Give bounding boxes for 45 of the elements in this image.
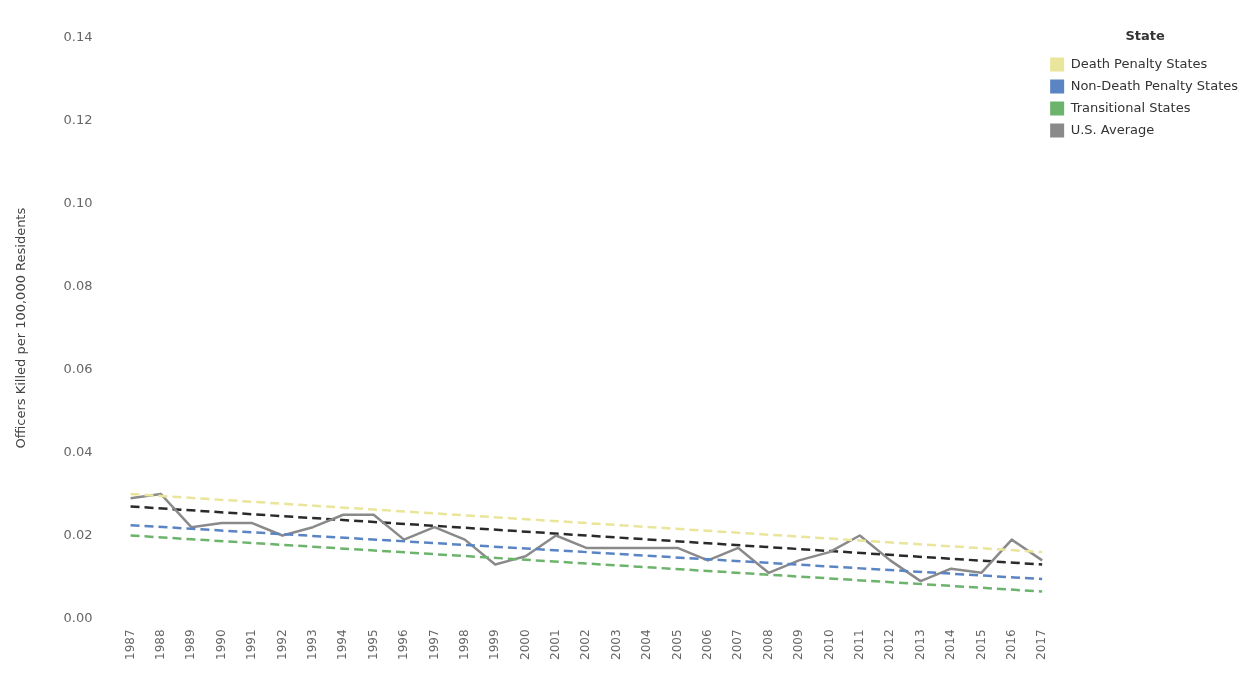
legend-label: Death Penalty States <box>1070 55 1208 71</box>
x-tick-label: 1991 <box>244 629 259 661</box>
x-tick-label: 2010 <box>821 629 836 661</box>
x-tick-label: 2005 <box>669 629 684 661</box>
x-tick-label: 1997 <box>426 629 441 661</box>
x-tick-label: 1994 <box>335 629 350 661</box>
legend-label: Transitional States <box>1069 99 1191 115</box>
x-tick-label: 1988 <box>153 629 168 661</box>
y-tick-label: 0.06 <box>63 360 93 376</box>
x-tick-label: 2007 <box>730 629 745 661</box>
y-tick-label: 0.02 <box>63 526 93 542</box>
x-tick-label: 2017 <box>1034 629 1049 661</box>
x-tick-label: 2008 <box>760 629 775 661</box>
x-tick-label: 1990 <box>213 629 228 661</box>
y-tick-label: 0.04 <box>63 443 93 459</box>
y-tick-label: 0.14 <box>63 29 93 45</box>
x-tick-label: 2003 <box>608 629 623 661</box>
x-tick-label: 2014 <box>943 629 958 661</box>
y-tick-label: 0.12 <box>63 112 93 128</box>
x-tick-label: 1999 <box>487 629 502 661</box>
x-tick-label: 2001 <box>548 629 563 661</box>
x-tick-label: 1998 <box>456 629 471 661</box>
x-tick-label: 2013 <box>912 629 927 661</box>
x-tick-label: 2016 <box>1003 629 1018 661</box>
x-tick-label: 1992 <box>274 629 289 661</box>
x-tick-label: 2012 <box>882 629 897 661</box>
x-tick-label: 2011 <box>851 629 866 661</box>
x-tick-label: 1987 <box>122 629 137 661</box>
x-tick-label: 2000 <box>517 629 532 661</box>
x-tick-label: 1993 <box>304 629 319 661</box>
x-tick-label: 1989 <box>183 629 198 661</box>
y-tick-label: 0.00 <box>63 609 93 625</box>
x-tick-label: 2015 <box>973 629 988 661</box>
y-tick-label: 0.08 <box>63 278 93 294</box>
x-tick-label: 1996 <box>396 629 411 661</box>
x-tick-label: 2006 <box>700 629 715 661</box>
x-tick-label: 2002 <box>578 629 593 661</box>
y-axis-title: Officers Killed per 100,000 Residents <box>13 207 29 449</box>
legend-label: U.S. Average <box>1070 121 1155 137</box>
x-tick-label: 2004 <box>639 629 654 661</box>
x-tick-label: 1995 <box>365 629 380 661</box>
y-tick-label: 0.10 <box>63 195 93 211</box>
legend-title: State <box>1125 27 1165 43</box>
x-tick-label: 2009 <box>791 629 806 661</box>
legend-label: Non-Death Penalty States <box>1070 77 1239 93</box>
